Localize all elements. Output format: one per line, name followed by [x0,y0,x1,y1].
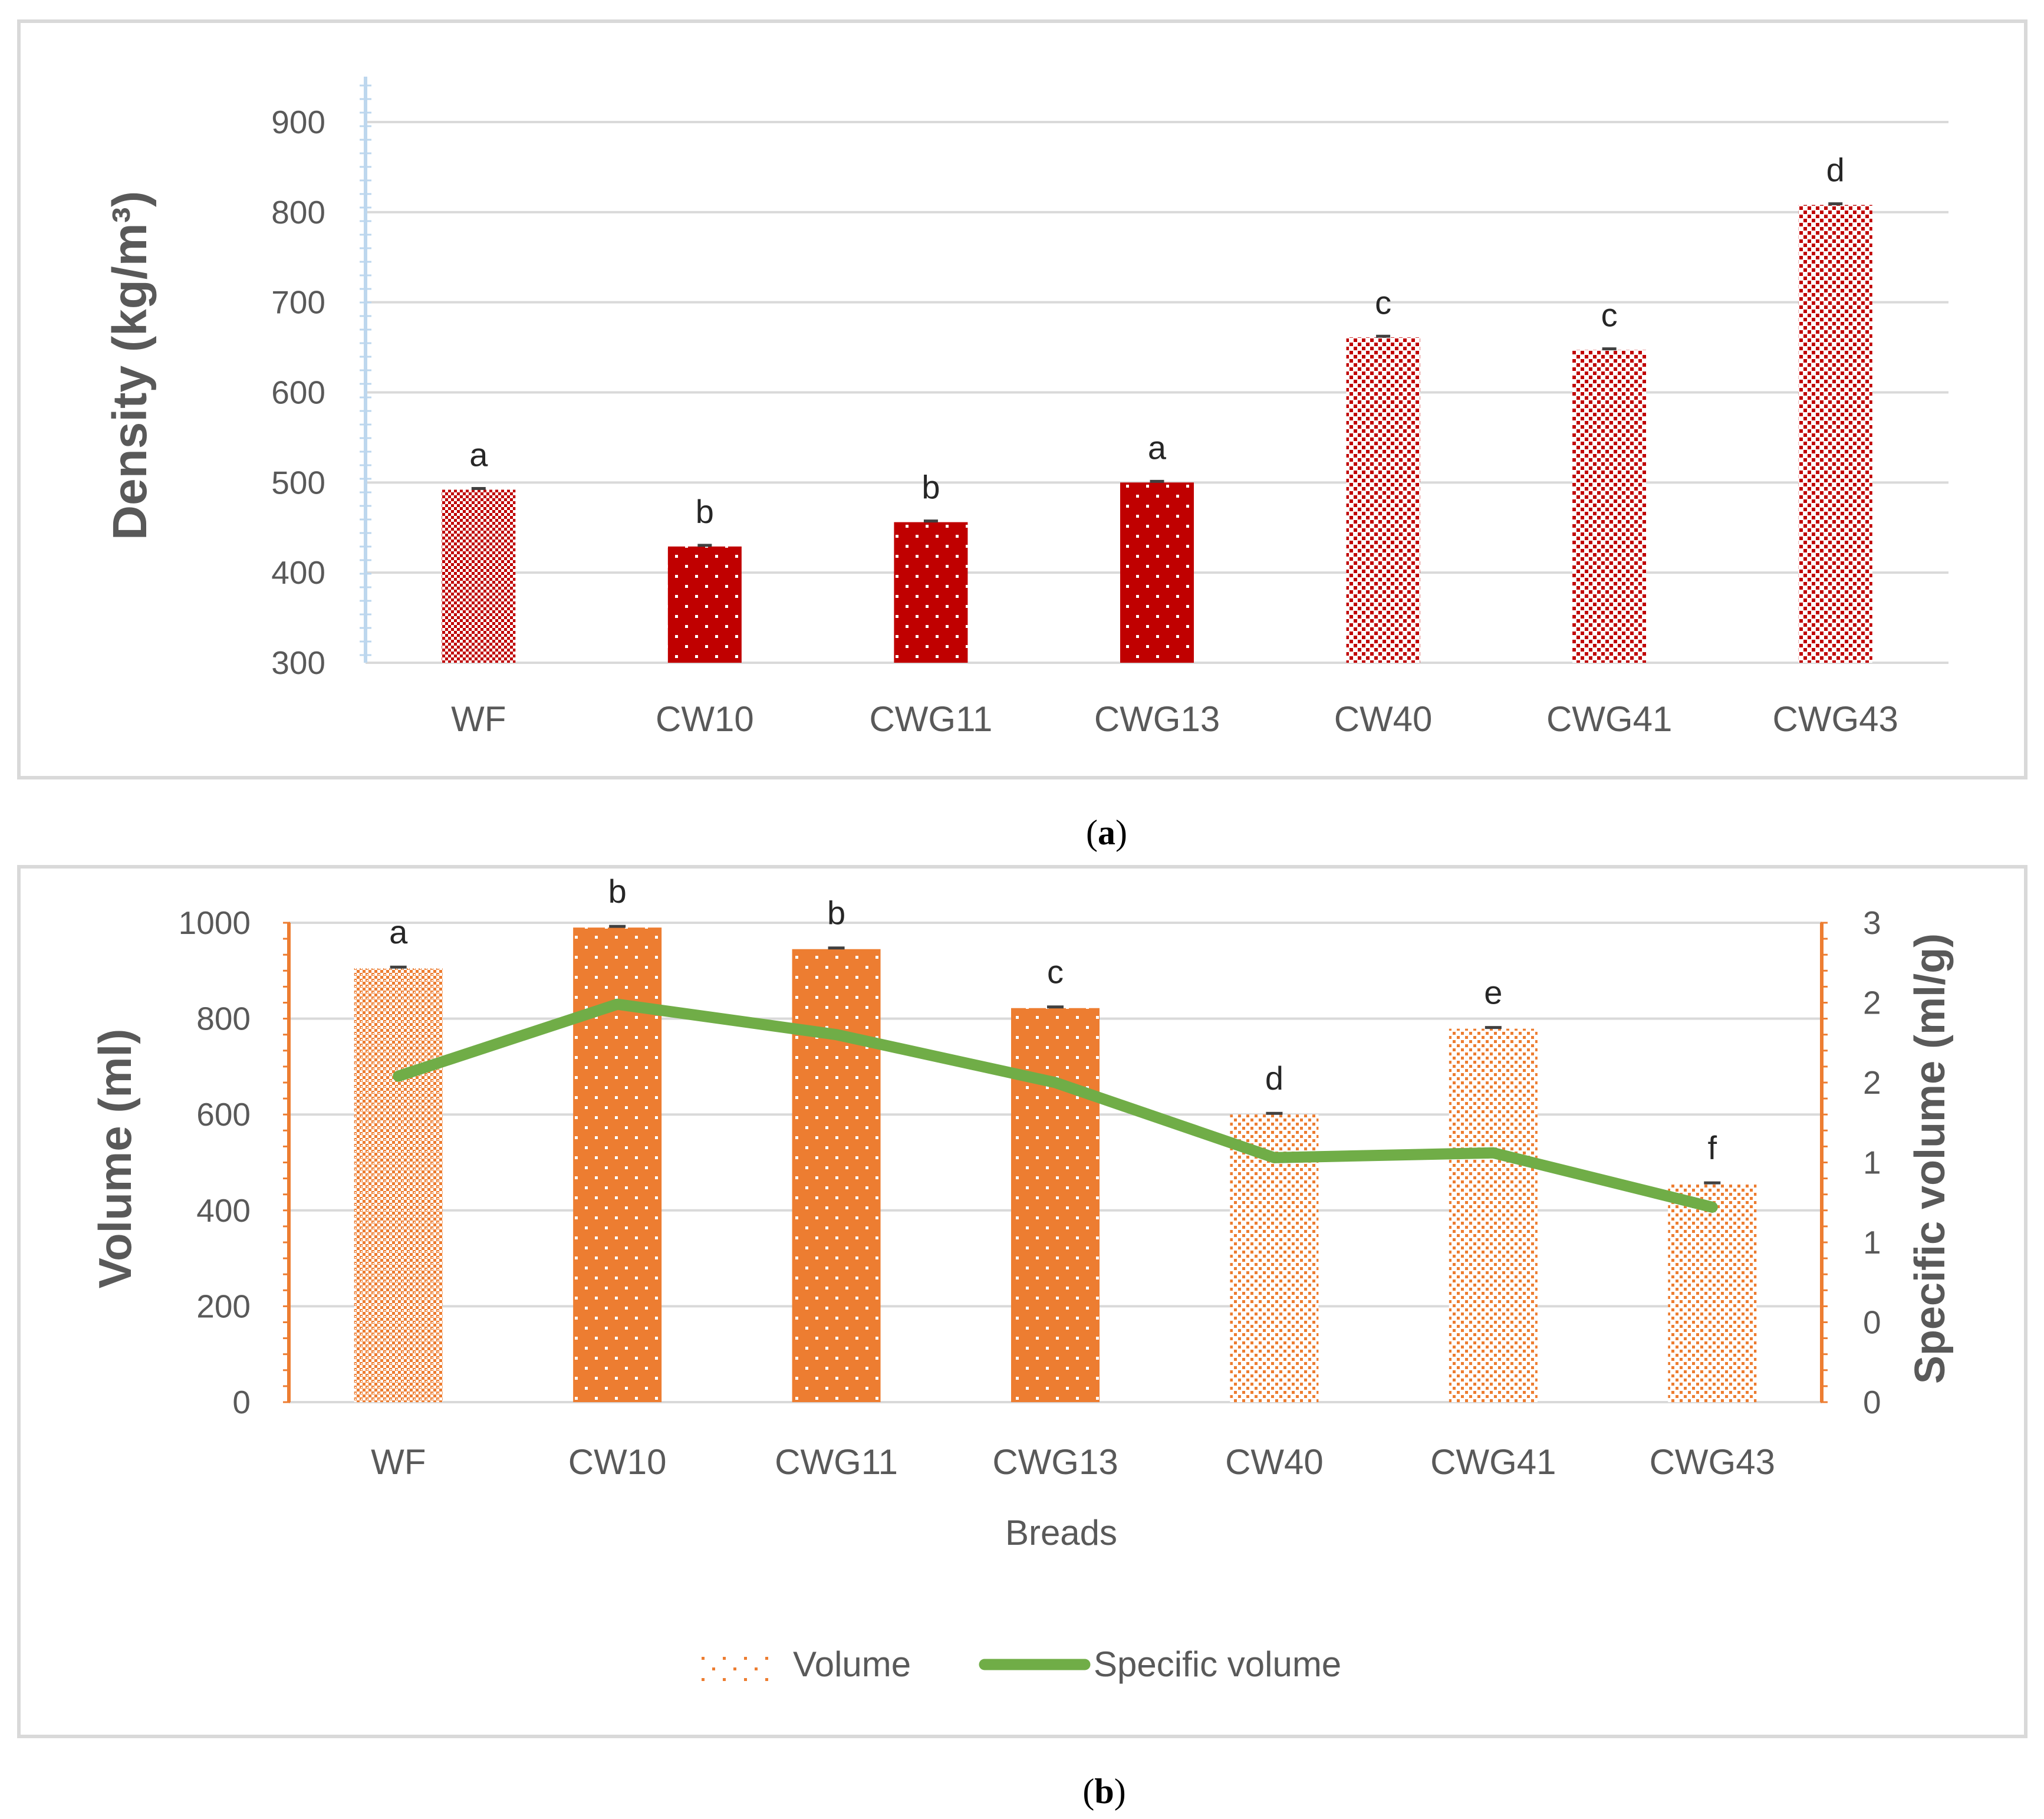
y-tick-label: 700 [271,284,325,321]
y2-tick-label: 1 [1863,1224,1881,1261]
y2-tick-label: 0 [1863,1304,1881,1341]
y-tick-label: 800 [271,194,325,231]
bar-volume [1668,1184,1757,1402]
bar-density [1572,350,1647,663]
x-tick-label: CW40 [1334,699,1433,739]
bar-density [1798,205,1872,663]
y-tick-label: 200 [196,1288,251,1324]
x-tick-label: CWG11 [775,1442,898,1482]
x-tick-label: CWG43 [1650,1442,1775,1482]
panel-a-caption: (a) [1086,813,1127,852]
panel-b-caption: (b) [1082,1772,1125,1811]
y2-tick-label: 2 [1863,985,1881,1021]
panel-a-frame [17,19,2027,779]
significance-letter: b [608,873,627,910]
bar-density [1120,482,1194,663]
panel-b-caption-label: b [1094,1772,1114,1811]
y-tick-label: 900 [271,104,325,140]
y-axis-title: Density (kg/m³) [103,191,157,540]
x-tick-label: CWG41 [1546,699,1672,739]
y-tick-label: 400 [196,1192,251,1229]
y-tick-label: 500 [271,464,325,501]
y2-tick-label: 0 [1863,1384,1881,1420]
bar-density [442,489,516,663]
y-tick-label: 300 [271,644,325,681]
bar-volume [1011,1008,1100,1402]
x-tick-label: CWG11 [869,699,992,739]
x-tick-label: CWG13 [992,1442,1118,1482]
x-tick-label: CWG43 [1773,699,1898,739]
bar-volume [792,949,881,1402]
significance-letter: d [1826,152,1845,189]
significance-letter: f [1708,1129,1717,1166]
panel-b-chart: 0 200 400 600 800 1000 0 0 1 1 2 2 3 Volume (ml) Speci… [89,873,1954,1684]
significance-letter: b [696,493,714,530]
bar-volume [354,968,443,1402]
x-tick-label: WF [371,1442,426,1482]
significance-letter: b [827,894,845,932]
significance-letter: a [469,436,488,473]
x-tick-label: CWG41 [1430,1442,1556,1482]
y-tick-label: 800 [196,1001,251,1037]
y2-tick-label: 1 [1863,1144,1881,1181]
significance-letter: e [1484,974,1502,1011]
x-tick-label: CW10 [656,699,754,739]
bar-density [894,522,968,663]
x-tick-label: WF [451,699,506,739]
y2-tick-label: 2 [1863,1064,1881,1101]
panel-a-caption-label: a [1098,813,1115,852]
legend-label-specific-volume: Specific volume [1094,1644,1341,1684]
y-tick-label: 0 [232,1384,251,1420]
legend-swatch-volume [696,1651,772,1682]
bar-volume [1449,1028,1538,1402]
line-specific-volume [393,998,1718,1213]
panel-a-chart: 300 400 500 600 700 800 900 Density (kg/m³) a WF b… [103,77,1948,739]
x-tick-label: CW10 [568,1442,667,1482]
significance-letter: c [1601,297,1618,334]
x-axis-title: Breads [1005,1513,1117,1552]
y-tick-label: 600 [196,1096,251,1133]
x-tick-label: CWG13 [1094,699,1220,739]
y2-axis-title: Specific volume (ml/g) [1907,933,1954,1384]
significance-letter: a [1148,429,1167,466]
significance-letter: c [1047,953,1064,991]
y-tick-label: 400 [271,554,325,591]
significance-letter: c [1375,284,1391,321]
significance-letter: d [1265,1060,1283,1097]
y-tick-label: 1000 [179,904,251,941]
y2-tick-label: 3 [1863,904,1881,941]
significance-letter: b [921,469,940,506]
y-tick-label: 600 [271,374,325,411]
legend-label-volume: Volume [793,1644,911,1684]
y-axis-title: Volume (ml) [89,1029,141,1289]
bar-density [1346,337,1420,663]
significance-letter: a [389,913,408,950]
x-tick-label: CW40 [1225,1442,1324,1482]
bar-density [667,546,742,663]
